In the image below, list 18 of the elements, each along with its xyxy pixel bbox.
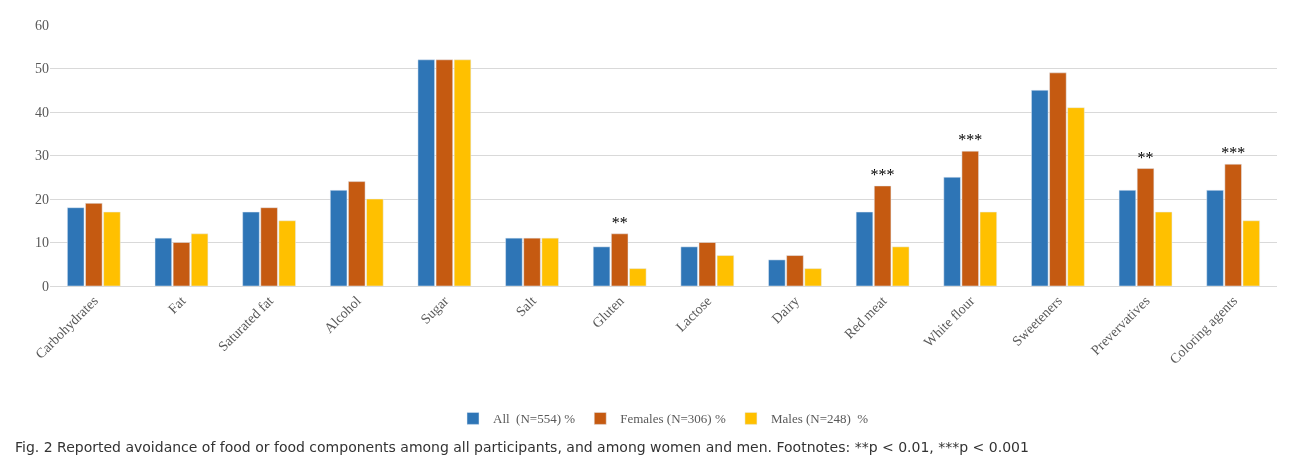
y-tick-label: 60 <box>35 17 49 33</box>
y-tick-label: 10 <box>35 235 49 251</box>
data-label: *** <box>870 165 895 183</box>
y-tick-label: 30 <box>35 148 49 164</box>
legend-label: Females (N=306) % <box>620 411 726 427</box>
legend-label: All (N=554) % <box>493 411 576 427</box>
caption: Fig. 2 Reported avoidance of food or food components among all participants, and among women and men. Footnotes: **p < 0.01, ***p < 0.001 <box>15 439 1029 455</box>
data-label: *** <box>958 131 983 149</box>
legend-label: Males (N=248) % <box>770 411 869 427</box>
data-label: *** <box>1221 144 1246 162</box>
x-tick-label: Salt <box>513 293 540 320</box>
y-tick-label: 40 <box>35 104 49 120</box>
data-label: ** <box>611 213 628 231</box>
y-tick-label: 50 <box>35 61 49 77</box>
y-tick-label: 20 <box>35 191 49 207</box>
data-label: ** <box>1137 148 1154 166</box>
x-tick-label: Fat <box>165 293 189 317</box>
y-tick-label: 0 <box>42 278 49 294</box>
